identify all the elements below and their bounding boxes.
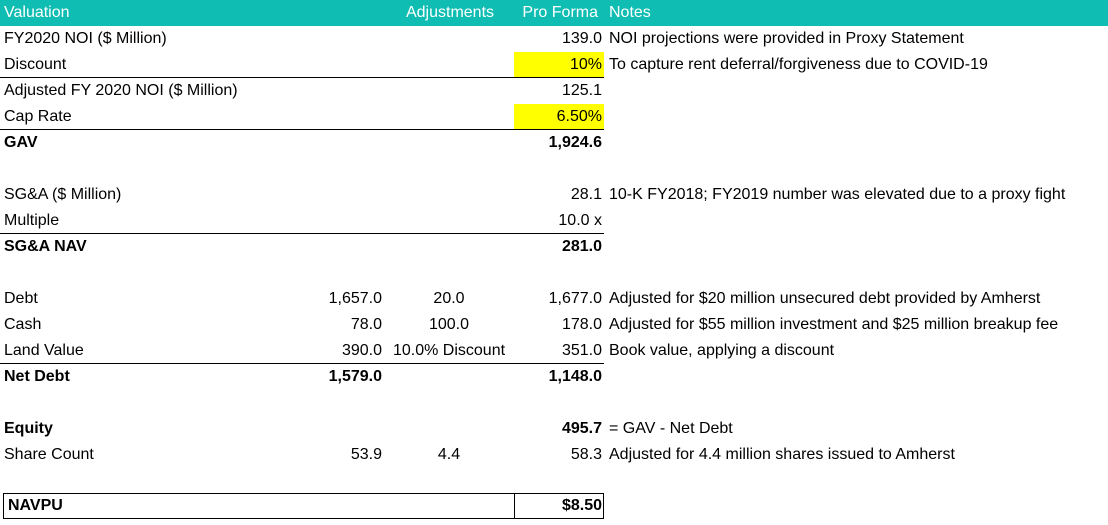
row-noi: FY2020 NOI ($ Million) 139.0 NOI project… [0,26,1108,52]
cell-adj-noi-pro-forma[interactable]: 125.1 [561,82,602,99]
header-valuation[interactable]: Valuation [4,4,70,21]
cell-cap-rate-label[interactable]: Cap Rate [4,108,72,125]
cell-multiple-pro-forma[interactable]: 10.0 x [558,212,602,229]
row-cash: Cash 78.0 100.0 178.0 Adjusted for $55 m… [0,312,1108,338]
header-pro-forma[interactable]: Pro Forma [522,4,598,21]
row-gav: GAV 1,924.6 [0,130,1108,156]
row-cap-rate: Cap Rate 6.50% [0,104,1108,130]
cell-cash-adjustment[interactable]: 100.0 [428,316,470,333]
cell-shares-label[interactable]: Share Count [4,446,94,463]
cell-sga-pro-forma[interactable]: 28.1 [570,186,602,203]
rule-below-multiple [0,233,604,234]
cell-land-pro-forma[interactable]: 351.0 [561,342,602,359]
row-sga-nav: SG&A NAV 281.0 [0,234,1108,260]
cell-adj-noi-label[interactable]: Adjusted FY 2020 NOI ($ Million) [4,82,238,99]
cell-gav-pro-forma[interactable]: 1,924.6 [548,134,602,151]
header-adjustments[interactable]: Adjustments [405,4,495,21]
cell-shares-original[interactable]: 53.9 [350,446,382,463]
cell-sga-notes[interactable]: 10-K FY2018; FY2019 number was elevated … [609,186,1066,203]
row-navpu: NAVPU $8.50 [0,493,1108,519]
cell-debt-notes[interactable]: Adjusted for $20 million unsecured debt … [609,290,1041,307]
cell-land-label[interactable]: Land Value [4,342,84,359]
rule-below-land-value [0,363,604,364]
cell-shares-adjustment[interactable]: 4.4 [437,446,461,463]
cell-sga-label[interactable]: SG&A ($ Million) [4,186,122,203]
cell-sga-nav-pro-forma[interactable]: 281.0 [561,238,602,255]
row-net-debt: Net Debt 1,579.0 1,148.0 [0,364,1108,390]
row-discount: Discount 10% To capture rent deferral/fo… [0,52,1108,78]
cell-debt-adjustment[interactable]: 20.0 [433,290,465,307]
row-sga: SG&A ($ Million) 28.1 10-K FY2018; FY201… [0,182,1108,208]
cell-debt-original[interactable]: 1,657.0 [328,290,382,307]
cell-cash-pro-forma[interactable]: 178.0 [561,316,602,333]
cell-net-debt-label[interactable]: Net Debt [4,368,70,385]
cell-shares-pro-forma[interactable]: 58.3 [570,446,602,463]
cell-cap-rate-pro-forma[interactable]: 6.50% [514,104,604,130]
cell-multiple-label[interactable]: Multiple [4,212,60,229]
cell-net-debt-original[interactable]: 1,579.0 [328,368,382,385]
row-debt: Debt 1,657.0 20.0 1,677.0 Adjusted for $… [0,286,1108,312]
cell-equity-notes[interactable]: = GAV - Net Debt [609,420,733,437]
cell-shares-notes[interactable]: Adjusted for 4.4 million shares issued t… [609,446,955,463]
row-equity: Equity 495.7 = GAV - Net Debt [0,416,1108,442]
cell-equity-pro-forma[interactable]: 495.7 [561,420,602,437]
cell-net-debt-pro-forma[interactable]: 1,148.0 [548,368,602,385]
cell-debt-label[interactable]: Debt [4,290,38,307]
cell-equity-label[interactable]: Equity [4,420,53,437]
cell-gav-label[interactable]: GAV [4,134,38,151]
cell-discount-label[interactable]: Discount [4,56,67,73]
cell-noi-notes[interactable]: NOI projections were provided in Proxy S… [609,30,964,47]
navpu-divider [514,493,515,519]
cell-noi-label[interactable]: FY2020 NOI ($ Million) [4,30,167,47]
row-multiple: Multiple 10.0 x [0,208,1108,234]
cell-land-adjustment[interactable]: 10.0% Discount [392,342,506,359]
header-row: Valuation Adjustments Pro Forma Notes [0,0,1108,26]
cell-navpu-label[interactable]: NAVPU [8,497,63,514]
cell-debt-pro-forma[interactable]: 1,677.0 [548,290,602,307]
cell-cash-original[interactable]: 78.0 [350,316,382,333]
cell-navpu-pro-forma[interactable]: $8.50 [561,497,602,514]
rule-below-cap-rate [0,129,604,130]
cell-land-original[interactable]: 390.0 [341,342,382,359]
cell-cash-label[interactable]: Cash [4,316,42,333]
header-notes[interactable]: Notes [609,4,651,21]
row-adjusted-noi: Adjusted FY 2020 NOI ($ Million) 125.1 [0,78,1108,104]
row-share-count: Share Count 53.9 4.4 58.3 Adjusted for 4… [0,442,1108,468]
cell-discount-notes[interactable]: To capture rent deferral/forgiveness due… [609,56,988,73]
cell-discount-pro-forma[interactable]: 10% [514,52,604,78]
rule-below-discount [0,77,604,78]
cell-land-notes[interactable]: Book value, applying a discount [609,342,835,359]
row-land-value: Land Value 390.0 10.0% Discount 351.0 Bo… [0,338,1108,364]
cell-sga-nav-label[interactable]: SG&A NAV [4,238,87,255]
cell-cash-notes[interactable]: Adjusted for $55 million investment and … [609,316,1059,333]
navpu-box [3,493,604,519]
cell-noi-pro-forma[interactable]: 139.0 [561,30,602,47]
